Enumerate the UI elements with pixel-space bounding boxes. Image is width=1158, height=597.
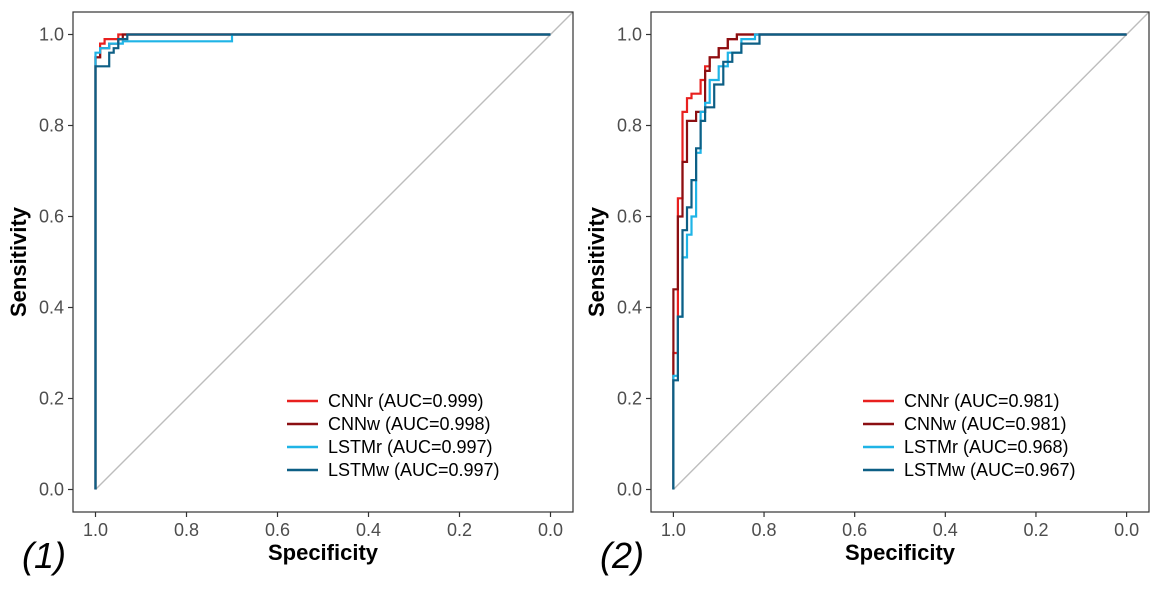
y-tick-label: 0.6 xyxy=(617,207,642,227)
roc-panel-1: 1.0 0.8 0.6 0.4 0.2 0.0 0.0 0.2 0.4 0.6 0.8 1.0 Spec… xyxy=(6,11,574,576)
legend-entry-2: CNNw (AUC=0.998) xyxy=(328,414,491,434)
y-tick-label: 0.2 xyxy=(617,389,642,409)
legend-entry-2: CNNw (AUC=0.981) xyxy=(904,414,1067,434)
roc-curve-3 xyxy=(94,33,551,490)
plot-border xyxy=(650,11,1150,513)
x-tick-label: 0.6 xyxy=(842,520,867,540)
legend-entry-3: LSTMr (AUC=0.997) xyxy=(328,437,493,457)
y-tick-label: 0.2 xyxy=(39,389,64,409)
y-tick-label: 1.0 xyxy=(617,25,642,45)
x-tick-label: 0.6 xyxy=(265,520,290,540)
x-tick-label: 1.0 xyxy=(661,520,686,540)
x-axis-title: Specificity xyxy=(268,540,379,565)
roc-curve-4 xyxy=(94,33,551,490)
y-axis-title: Sensitivity xyxy=(6,206,31,317)
x-tick-label: 0.4 xyxy=(356,520,381,540)
y-axis-title: Sensitivity xyxy=(584,206,609,317)
y-tick-label: 0.4 xyxy=(617,298,642,318)
x-tick-label: 0.8 xyxy=(174,520,199,540)
x-tick-label: 0.2 xyxy=(447,520,472,540)
x-tick-label: 0.8 xyxy=(752,520,777,540)
roc-curve-4 xyxy=(672,33,1127,490)
legend-entry-3: LSTMr (AUC=0.968) xyxy=(904,437,1069,457)
diagonal-reference-line xyxy=(672,11,1150,490)
x-axis-title: Specificity xyxy=(845,540,956,565)
y-tick-label: 0.8 xyxy=(39,116,64,136)
roc-panel-2: 1.0 0.8 0.6 0.4 0.2 0.0 0.0 0.2 0.4 0.6 0.8 1.0 Spec… xyxy=(584,11,1150,576)
y-tick-label: 0.0 xyxy=(39,480,64,500)
x-tick-label: 0.0 xyxy=(538,520,563,540)
y-tick-label: 0.4 xyxy=(39,298,64,318)
legend-entry-1: CNNr (AUC=0.999) xyxy=(328,391,484,411)
x-tick-label: 0.4 xyxy=(933,520,958,540)
y-tick-label: 1.0 xyxy=(39,25,64,45)
legend-entry-1: CNNr (AUC=0.981) xyxy=(904,391,1060,411)
panel-label: (2) xyxy=(600,535,644,576)
y-tick-label: 0.8 xyxy=(617,116,642,136)
legend-entry-4: LSTMw (AUC=0.997) xyxy=(328,460,500,480)
x-tick-label: 1.0 xyxy=(83,520,108,540)
x-tick-label: 0.0 xyxy=(1114,520,1139,540)
legend-entry-4: LSTMw (AUC=0.967) xyxy=(904,460,1076,480)
plot-border xyxy=(72,11,574,513)
y-tick-label: 0.6 xyxy=(39,207,64,227)
diagonal-reference-line xyxy=(95,11,574,490)
panel-label: (1) xyxy=(22,535,66,576)
x-tick-label: 0.2 xyxy=(1023,520,1048,540)
y-tick-label: 0.0 xyxy=(617,480,642,500)
